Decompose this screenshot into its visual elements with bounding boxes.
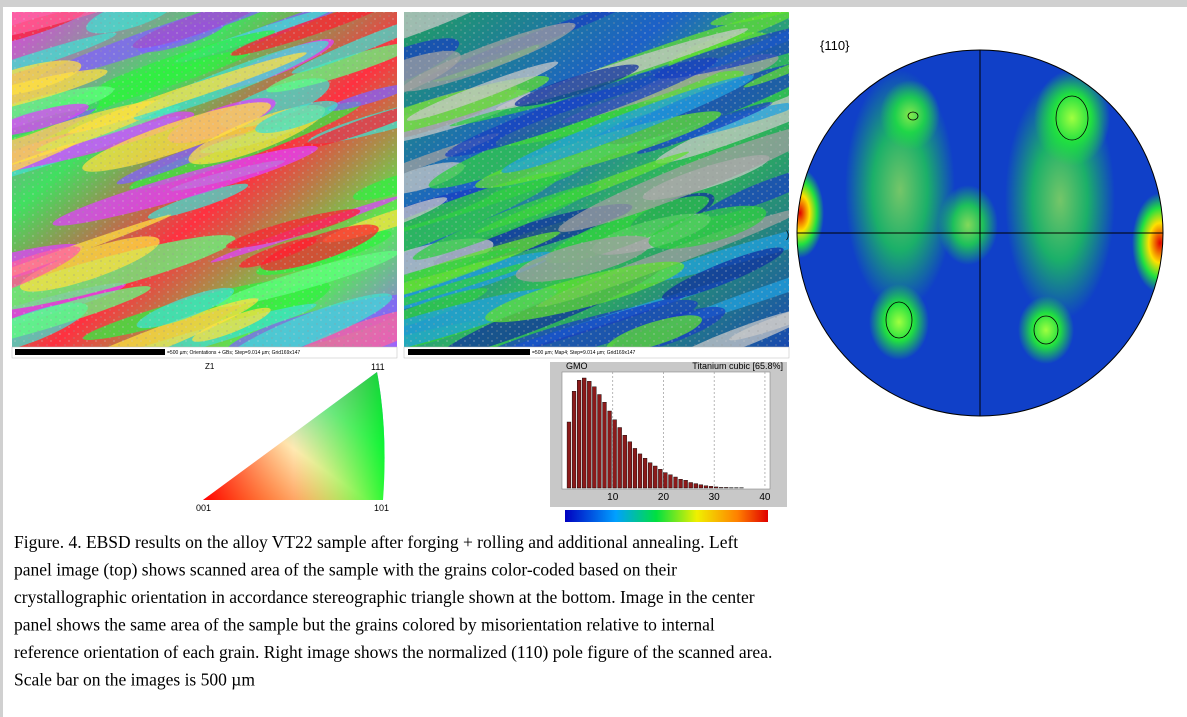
histogram-bar: [587, 381, 592, 489]
histogram-bar: [648, 462, 653, 489]
histogram-bar: [698, 484, 703, 489]
caption-line: panel shows the same area of the sample …: [14, 615, 715, 635]
histogram-bar: [683, 480, 688, 489]
pole-outline: [796, 49, 1164, 417]
pole-figure: [797, 50, 1163, 416]
histogram-bar: [642, 458, 648, 489]
scale-bar: [15, 349, 165, 355]
histogram-bar: [597, 394, 602, 489]
histogram-bar: [577, 380, 582, 489]
histogram-bar: [566, 421, 572, 489]
histogram: 10 20 30 40: [566, 372, 771, 503]
histogram-bar: [617, 427, 622, 489]
scale-strip: [11, 346, 398, 359]
x-tick-label: 20: [658, 492, 670, 503]
histogram-bar: [637, 453, 643, 489]
histogram-bar: [602, 402, 607, 489]
color-triangle-overlay: [203, 372, 385, 500]
triangle-label: 101: [374, 503, 389, 513]
histogram-bar: [719, 487, 724, 489]
histogram-bar: [724, 487, 729, 489]
scale-caption: =500 µm; Orientations + GBs; Step=9.014 …: [167, 350, 300, 356]
misorientation-map: [404, 12, 789, 347]
histogram-title: GMO: [566, 361, 588, 371]
pole-figure-label: {110}: [820, 38, 850, 53]
triangle-label: 111: [371, 362, 385, 372]
caption-line: Scale bar on the images is 500 µm: [14, 670, 255, 690]
histogram-bar: [678, 479, 683, 489]
histogram-bar: [571, 391, 577, 489]
histogram-phase: Titanium cubic [65.8%]: [692, 361, 783, 371]
histogram-bar: [708, 486, 714, 489]
axis-label: Z1: [205, 362, 215, 371]
histogram-bar: [703, 485, 709, 489]
histogram-bar: [632, 448, 638, 489]
x-tick-label: 30: [709, 492, 721, 503]
scale-caption: =500 µm; Map4; Step=9.014 µm; Grid169x14…: [532, 350, 636, 356]
histogram-plot: [561, 371, 771, 490]
scale-bar: [408, 349, 530, 355]
histogram-bar: [668, 474, 673, 489]
histogram-bar: [612, 419, 617, 489]
color-bar: [565, 510, 768, 522]
caption-line: panel image (top) shows scanned area of …: [14, 560, 677, 580]
histogram-bar: [663, 472, 668, 489]
caption-line: reference orientation of each grain. Rig…: [14, 642, 772, 662]
histogram-bar: [673, 476, 678, 489]
x-tick-label: 10: [607, 492, 619, 503]
triangle-label: 001: [196, 503, 211, 513]
histogram-bar: [627, 441, 632, 489]
histogram-bar: [713, 486, 719, 489]
caption-line: crystallographic orientation in accordan…: [14, 587, 755, 607]
figure: =500 µm; Orientations + GBs; Step=9.014 …: [11, 12, 1164, 690]
histogram-bar: [693, 483, 698, 489]
histogram-bar: [607, 410, 612, 489]
caption: Figure. 4. EBSD results on the alloy VT2…: [14, 532, 772, 690]
histogram-bar: [622, 435, 627, 489]
scale-strip: [403, 346, 790, 359]
histogram-bar: [658, 469, 663, 489]
histogram-bar: [653, 465, 658, 489]
x-tick-label: 40: [759, 492, 771, 503]
histogram-bar: [688, 482, 693, 489]
pole-mark: ): [786, 230, 789, 241]
orientation-map: [12, 12, 397, 347]
histogram-bar: [592, 386, 597, 489]
caption-line: Figure. 4. EBSD results on the alloy VT2…: [14, 532, 738, 552]
histogram-bar: [582, 377, 587, 489]
